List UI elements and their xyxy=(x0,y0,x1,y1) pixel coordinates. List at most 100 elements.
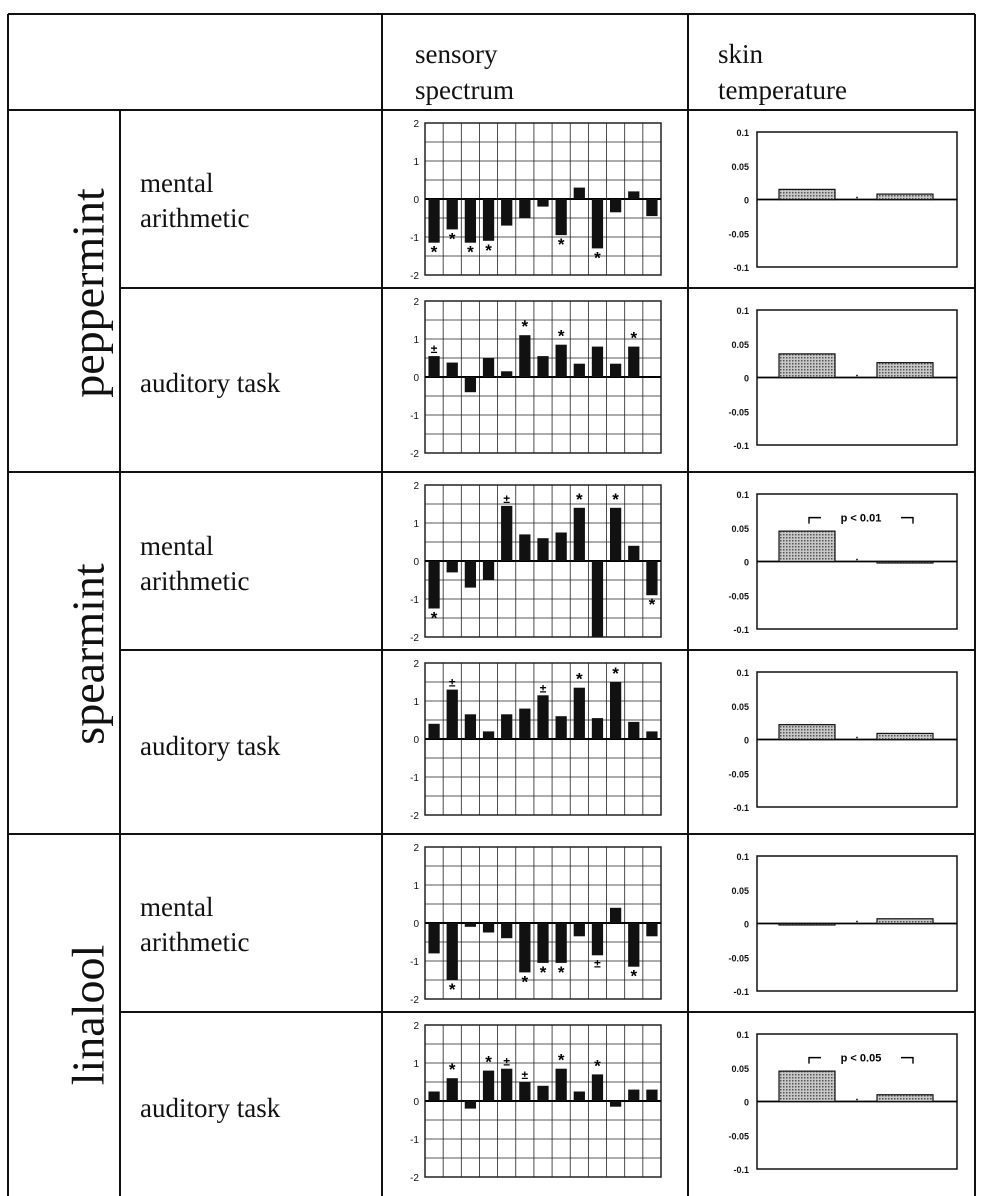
spectrum-tick-label: 0 xyxy=(413,557,419,568)
spectrum-bar xyxy=(519,335,531,377)
significance-annotation: p < 0.01 xyxy=(841,513,882,525)
spectrum-bar xyxy=(609,199,622,213)
skin-tick-label: 0 xyxy=(744,920,749,930)
spectrum-tick-label: 1 xyxy=(413,1059,419,1070)
spectrum-bar xyxy=(555,716,567,739)
spectrum-bar xyxy=(446,689,458,739)
skin-tick-label: 0.1 xyxy=(736,852,749,862)
spectrum-bar xyxy=(555,199,567,236)
spectrum-tick-label: -1 xyxy=(410,957,419,968)
spectrum-tick-label: 2 xyxy=(413,1021,419,1032)
significance-mark: * xyxy=(522,972,529,991)
skin-chart-linalool-auditory: 0.1 0.05 0 -0.05 -0.1 p < 0.05 xyxy=(728,1030,958,1175)
significance-mark: * xyxy=(558,327,565,346)
skin-chart-peppermint-auditory: 0.1 0.05 0 -0.05 -0.1 xyxy=(728,306,958,451)
header-skin-temperature: skin temperature xyxy=(718,39,847,105)
spectrum-bar xyxy=(537,923,549,963)
spectrum-bar xyxy=(482,1070,495,1101)
spectrum-bar xyxy=(573,923,585,937)
spectrum-bar xyxy=(464,561,477,588)
skin-tick-label: -0.1 xyxy=(733,803,749,813)
skin-tick-label: 0.1 xyxy=(736,668,749,678)
skin-bar xyxy=(778,922,836,926)
skin-bar xyxy=(876,732,934,741)
spectrum-chart-spearmint-mental: 2 1 0 -1 -2 * ± * * * xyxy=(410,481,662,644)
significance-bracket xyxy=(901,516,914,524)
spectrum-tick-label: 2 xyxy=(413,481,419,492)
spectrum-bar xyxy=(628,545,640,561)
spectrum-bar xyxy=(628,191,640,199)
significance-mark: ± xyxy=(503,492,510,506)
spectrum-tick-label: -2 xyxy=(410,1173,419,1184)
spectrum-bar xyxy=(501,1068,513,1101)
skin-tick-label: -0.05 xyxy=(728,1131,749,1141)
significance-annotation: p < 0.05 xyxy=(841,1053,882,1065)
significance-mark: * xyxy=(431,243,438,262)
header-sensory-spectrum: sensory spectrum xyxy=(415,39,514,105)
spectrum-tick-label: 1 xyxy=(413,697,419,708)
spectrum-bar xyxy=(646,199,658,217)
task-label-peppermint-auditory: auditory task xyxy=(140,368,281,398)
skin-tick-label: 0.05 xyxy=(731,162,749,172)
spectrum-bar xyxy=(537,538,549,561)
significance-mark: * xyxy=(612,490,619,509)
skin-tick-label: -0.1 xyxy=(733,987,749,997)
spectrum-tick-label: 2 xyxy=(413,843,419,854)
spectrum-tick-label: -2 xyxy=(410,995,419,1006)
spectrum-bar xyxy=(482,731,495,739)
spectrum-bar xyxy=(482,923,495,933)
significance-mark: ± xyxy=(522,1068,529,1082)
skin-tick-label: -0.1 xyxy=(733,441,749,451)
spectrum-bar xyxy=(591,718,604,739)
spectrum-bar xyxy=(591,199,604,249)
skin-tick-label: 0.05 xyxy=(731,886,749,896)
significance-mark: ± xyxy=(594,956,601,970)
skin-tick-label: 0.1 xyxy=(736,128,749,138)
spectrum-tick-label: 0 xyxy=(413,1097,419,1108)
significance-mark: ± xyxy=(503,1055,510,1069)
spectrum-bar xyxy=(501,371,513,377)
spectrum-tick-label: -1 xyxy=(410,233,419,244)
significance-mark: * xyxy=(558,235,565,254)
skin-chart-peppermint-mental: 0.1 0.05 0 -0.05 -0.1 xyxy=(728,128,958,273)
spectrum-bar xyxy=(591,561,604,637)
skin-tick-label: -0.1 xyxy=(733,625,749,635)
significance-bracket xyxy=(901,1056,914,1064)
spectrum-bar xyxy=(555,532,567,561)
spectrum-bar xyxy=(591,346,604,377)
skin-tick-label: -0.1 xyxy=(733,263,749,273)
spectrum-bar xyxy=(591,1074,604,1101)
spectrum-chart-linalool-mental: 2 1 0 -1 -2 * * * * ± * xyxy=(410,843,662,1006)
spectrum-tick-label: 2 xyxy=(413,119,419,130)
skin-bar xyxy=(876,918,934,925)
significance-bracket xyxy=(808,516,821,524)
spectrum-chart-linalool-auditory: 2 1 0 -1 -2 * * ± ± * * xyxy=(410,1021,662,1184)
skin-bar xyxy=(876,1094,934,1103)
spectrum-bar xyxy=(519,199,531,218)
spectrum-bar xyxy=(591,923,604,956)
significance-mark: * xyxy=(485,1053,492,1072)
spectrum-bar xyxy=(501,714,513,739)
spectrum-tick-label: -2 xyxy=(410,633,419,644)
spectrum-tick-label: -2 xyxy=(410,271,419,282)
spectrum-bar xyxy=(573,1091,585,1101)
spectrum-bar xyxy=(464,199,477,243)
significance-mark: * xyxy=(630,967,637,986)
spectrum-bar xyxy=(537,695,549,739)
spectrum-tick-label: -1 xyxy=(410,773,419,784)
significance-mark: ± xyxy=(449,676,456,690)
skin-bar xyxy=(876,362,934,379)
skin-tick-label: 0 xyxy=(744,196,749,206)
spectrum-bar xyxy=(555,923,567,963)
spectrum-bar xyxy=(428,356,440,377)
significance-mark: * xyxy=(576,490,583,509)
significance-mark: ± xyxy=(540,681,547,695)
skin-tick-label: -0.05 xyxy=(728,591,749,601)
spectrum-bar xyxy=(628,346,640,377)
skin-chart-spearmint-mental: 0.1 0.05 0 -0.05 -0.1 p < 0.01 xyxy=(728,490,958,635)
spectrum-bar xyxy=(519,534,531,561)
skin-tick-label: 0 xyxy=(744,374,749,384)
skin-tick-dot xyxy=(856,1098,858,1101)
spectrum-bar xyxy=(446,923,458,980)
spectrum-bar xyxy=(609,682,622,739)
